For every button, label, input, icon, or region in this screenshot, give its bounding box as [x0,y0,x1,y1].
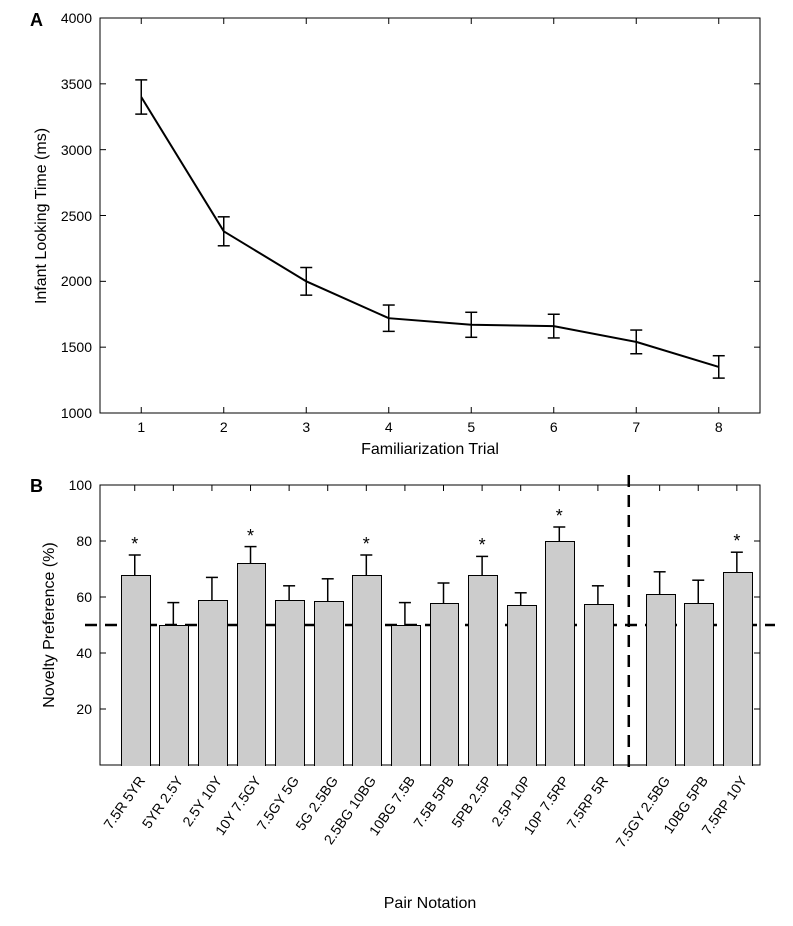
panel-a-ytick-label: 3000 [61,142,92,158]
panel-a-ytick-label: 1000 [61,405,92,421]
panel-b-bar [314,601,344,766]
panel-a-line [141,97,719,367]
panel-a-xtick-label: 8 [715,419,723,435]
panel-a-axes-box [100,18,760,413]
panel-b-xlabel: Pair Notation [384,895,477,913]
panel-b-bar [237,563,267,766]
panel-b-bar [545,541,575,766]
panel-b-bar [352,575,382,766]
panel-b-significance-star: * [479,536,486,554]
panel-a-ytick-label: 2500 [61,208,92,224]
panel-b-significance-star: * [363,535,370,553]
panel-a-xtick-label: 7 [632,419,640,435]
panel-b-bar [584,604,614,766]
panel-b-bar [646,594,676,766]
panel-b-ytick-label: 80 [76,533,92,549]
panel-b-significance-star: * [733,532,740,550]
panel-a-xtick-label: 4 [385,419,393,435]
panel-b-bar [198,600,228,766]
panel-b-bar [121,575,151,766]
panel-b-bar [430,603,460,766]
panel-a-xlabel: Familiarization Trial [361,441,499,459]
panel-a-xtick-label: 5 [467,419,475,435]
panel-a-ytick-label: 1500 [61,339,92,355]
panel-b-significance-star: * [247,527,254,545]
panel-a-ytick-label: 4000 [61,10,92,26]
panel-b-bar [159,625,189,766]
panel-b-bar [684,603,714,766]
panel-a-xtick-label: 3 [302,419,310,435]
panel-b-bar [275,600,305,766]
panel-a-ytick-label: 2000 [61,273,92,289]
panel-b-ytick-label: 60 [76,589,92,605]
panel-b-bar [507,605,537,766]
panel-b-significance-star: * [131,535,138,553]
panel-a-xtick-label: 1 [137,419,145,435]
panel-b-bar [723,572,753,766]
panel-a-ytick-label: 3500 [61,76,92,92]
panel-b-bar [468,575,498,766]
panel-b-significance-star: * [556,507,563,525]
panel-a-xtick-label: 6 [550,419,558,435]
panel-b-ytick-label: 20 [76,701,92,717]
panel-a-ylabel: Infant Looking Time (ms) [33,127,51,303]
panel-b-ytick-label: 100 [69,477,92,493]
panel-b-bar [391,625,421,766]
panel-a-xtick-label: 2 [220,419,228,435]
panel-b-ylabel: Novelty Preference (%) [41,542,59,707]
panel-b-ytick-label: 40 [76,645,92,661]
